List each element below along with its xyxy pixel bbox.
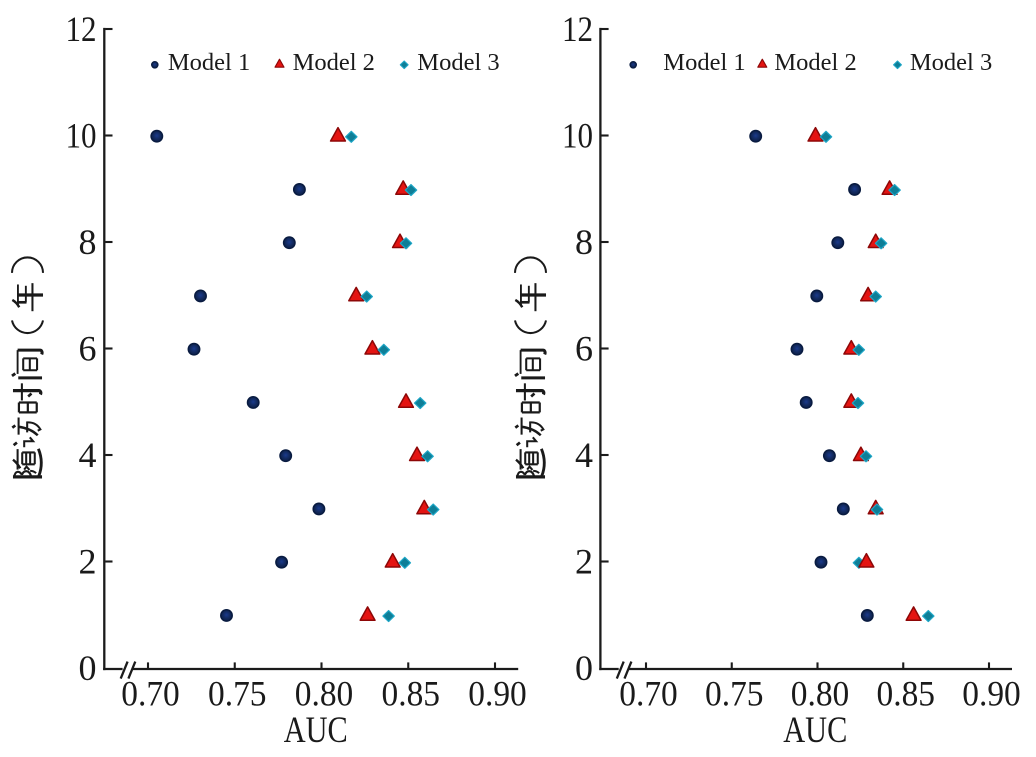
svg-text:Model 1: Model 1	[168, 49, 250, 76]
svg-text:AUC: AUC	[783, 710, 847, 751]
svg-text:Model 2: Model 2	[293, 49, 375, 76]
svg-text:10: 10	[66, 115, 97, 155]
svg-text:0.80: 0.80	[791, 674, 850, 714]
svg-text:0: 0	[575, 648, 593, 688]
svg-text:0.85: 0.85	[877, 674, 936, 714]
svg-text:2: 2	[79, 541, 97, 581]
svg-text:0.70: 0.70	[121, 674, 180, 714]
svg-text:12: 12	[66, 9, 97, 49]
svg-text:12: 12	[562, 9, 593, 49]
svg-text:0.75: 0.75	[208, 674, 267, 714]
svg-text:Model 3: Model 3	[417, 49, 499, 76]
svg-text:6: 6	[79, 328, 97, 368]
svg-text:0.90: 0.90	[468, 674, 527, 714]
svg-text:0.75: 0.75	[705, 674, 764, 714]
svg-text:Model 2: Model 2	[774, 49, 856, 76]
svg-text:0.85: 0.85	[382, 674, 441, 714]
svg-text:4: 4	[79, 435, 97, 475]
svg-text:Model 3: Model 3	[910, 49, 992, 76]
svg-text:0.70: 0.70	[619, 674, 678, 714]
svg-text:AUC: AUC	[284, 710, 348, 751]
svg-text:4: 4	[575, 435, 593, 475]
svg-text:10: 10	[562, 115, 593, 155]
svg-text:0.90: 0.90	[962, 674, 1021, 714]
svg-text:2: 2	[575, 541, 593, 581]
svg-text:6: 6	[575, 328, 593, 368]
svg-text:8: 8	[575, 222, 593, 262]
svg-text:8: 8	[79, 222, 97, 262]
svg-text:0.80: 0.80	[295, 674, 354, 714]
svg-text:0: 0	[79, 648, 97, 688]
svg-text:Model 1: Model 1	[663, 49, 745, 76]
